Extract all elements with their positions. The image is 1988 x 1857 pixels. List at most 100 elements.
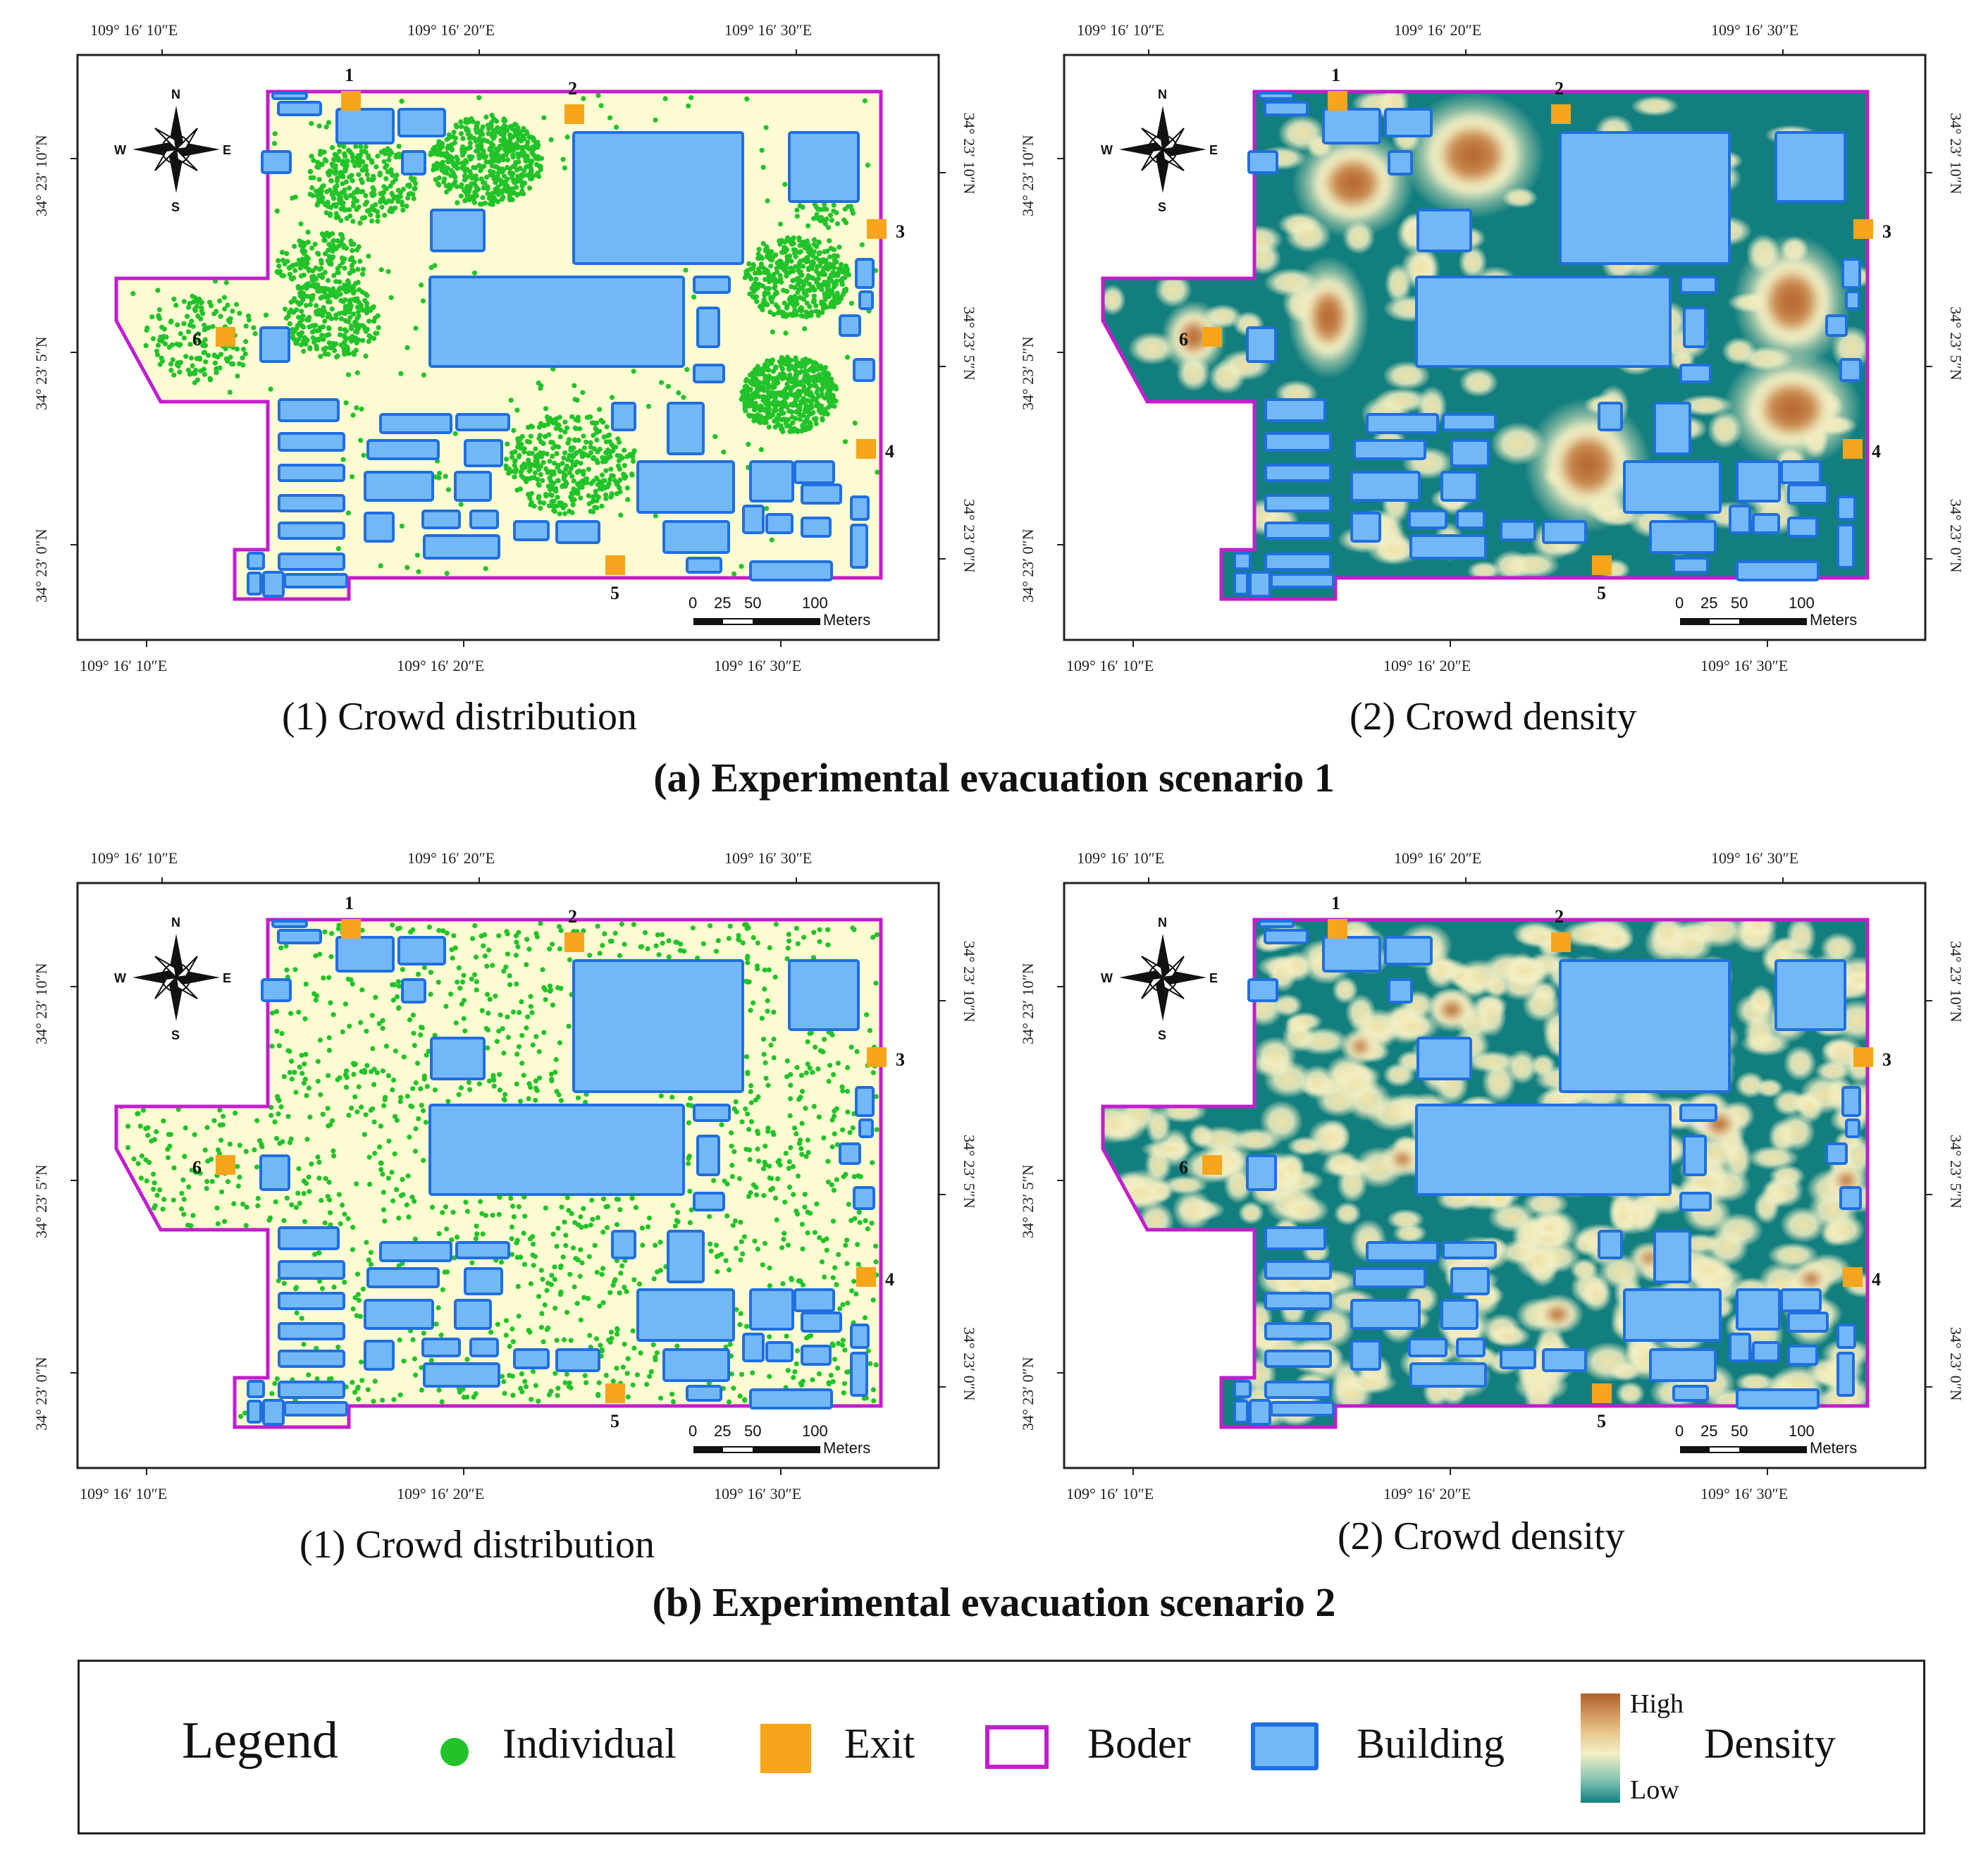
individual-dot <box>328 1122 333 1128</box>
individual-dot <box>221 295 228 300</box>
individual-dot <box>831 202 836 208</box>
individual-dot <box>462 197 468 203</box>
individual-dot <box>790 1164 796 1169</box>
individual-dot <box>764 505 770 512</box>
individual-dot <box>407 929 414 935</box>
individual-dot <box>380 1018 385 1023</box>
individual-dot <box>825 942 831 948</box>
individual-dot <box>654 1350 660 1356</box>
individual-dot <box>537 500 543 505</box>
building <box>1350 512 1381 543</box>
individual-dot <box>852 1216 858 1221</box>
individual-dot <box>287 1070 292 1075</box>
individual-dot <box>748 1100 754 1106</box>
individual-dot <box>151 1186 156 1192</box>
individual-dot <box>822 202 827 207</box>
individual-dot <box>316 1250 321 1256</box>
lat-label-left: 34° 23′ 5″N <box>32 1164 50 1238</box>
individual-dot <box>273 1135 280 1141</box>
building <box>555 1348 600 1372</box>
individual-dot <box>557 924 562 930</box>
individual-dot <box>323 158 329 164</box>
building <box>1264 522 1332 540</box>
individual-dot <box>386 157 392 163</box>
building <box>259 1154 290 1191</box>
individual-dot <box>349 338 354 344</box>
individual-dot <box>584 1380 589 1386</box>
individual-dot <box>805 1209 810 1215</box>
lon-label-top: 109° 16′ 20″E <box>407 849 495 867</box>
lat-label-right: 34° 23′ 10″N <box>1947 113 1965 195</box>
individual-dot <box>452 173 457 178</box>
individual-dot <box>597 407 603 412</box>
individual-dot <box>476 128 482 134</box>
individual-dot <box>542 1302 548 1308</box>
individual-dot <box>598 417 604 424</box>
individual-dot <box>774 378 780 384</box>
individual-dot <box>324 189 330 195</box>
individual-dot <box>845 1065 851 1071</box>
individual-dot <box>828 394 834 400</box>
individual-dot <box>315 1059 321 1064</box>
individual-dot <box>361 452 366 458</box>
individual-dot <box>767 279 772 285</box>
exit-marker <box>1328 91 1347 111</box>
building <box>1384 108 1433 137</box>
individual-dot <box>779 1245 785 1250</box>
individual-dot <box>288 1011 294 1016</box>
individual-dot <box>745 1111 751 1117</box>
individual-dot <box>331 156 337 162</box>
lon-label-bottom: 109° 16′ 20″E <box>1383 657 1471 674</box>
individual-dot <box>795 1211 801 1217</box>
individual-dot <box>333 294 339 300</box>
individual-dot <box>739 564 744 569</box>
individual-dot <box>784 423 790 429</box>
individual-dot <box>648 1369 654 1374</box>
individual-dot <box>675 1209 681 1215</box>
individual-dot <box>617 953 623 958</box>
individual-dot <box>317 951 323 957</box>
individual-dot <box>284 251 290 257</box>
individual-dot <box>799 306 805 311</box>
individual-dot <box>338 195 344 201</box>
individual-dot <box>783 386 789 392</box>
individual-dot <box>791 1192 796 1197</box>
building <box>853 358 875 382</box>
individual-dot <box>214 366 220 371</box>
building <box>277 929 322 944</box>
individual-dot <box>195 377 200 383</box>
individual-dot <box>578 1317 584 1323</box>
individual-dot <box>463 1199 469 1205</box>
individual-dot <box>574 1300 580 1306</box>
building <box>749 1388 833 1409</box>
individual-dot <box>825 266 831 272</box>
individual-dot <box>399 523 405 529</box>
individual-dot <box>347 185 352 191</box>
individual-dot <box>481 180 486 185</box>
lon-label-bottom: 109° 16′ 10″E <box>80 1485 167 1503</box>
individual-dot <box>825 1179 831 1185</box>
building <box>454 471 492 502</box>
individual-dot <box>333 316 339 321</box>
individual-dot <box>783 331 789 336</box>
individual-dot <box>777 359 782 364</box>
individual-dot <box>458 119 464 125</box>
individual-dot <box>791 1125 798 1131</box>
individual-dot <box>816 1371 822 1377</box>
individual-dot <box>804 300 810 306</box>
individual-dot <box>328 345 333 350</box>
individual-dot <box>529 1397 534 1402</box>
individual-dot <box>813 1044 818 1050</box>
individual-dot <box>348 323 354 329</box>
individual-dot <box>352 1295 358 1300</box>
individual-dot <box>408 1103 414 1109</box>
lon-label-bottom: 109° 16′ 10″E <box>1066 657 1154 674</box>
individual-dot <box>173 302 179 308</box>
individual-dot <box>731 1149 737 1154</box>
individual-dot <box>815 206 821 212</box>
individual-dot <box>321 149 327 155</box>
individual-dot <box>445 159 451 165</box>
individual-dot <box>536 1049 542 1054</box>
individual-dot <box>785 1368 791 1374</box>
individual-dot <box>744 1324 750 1329</box>
